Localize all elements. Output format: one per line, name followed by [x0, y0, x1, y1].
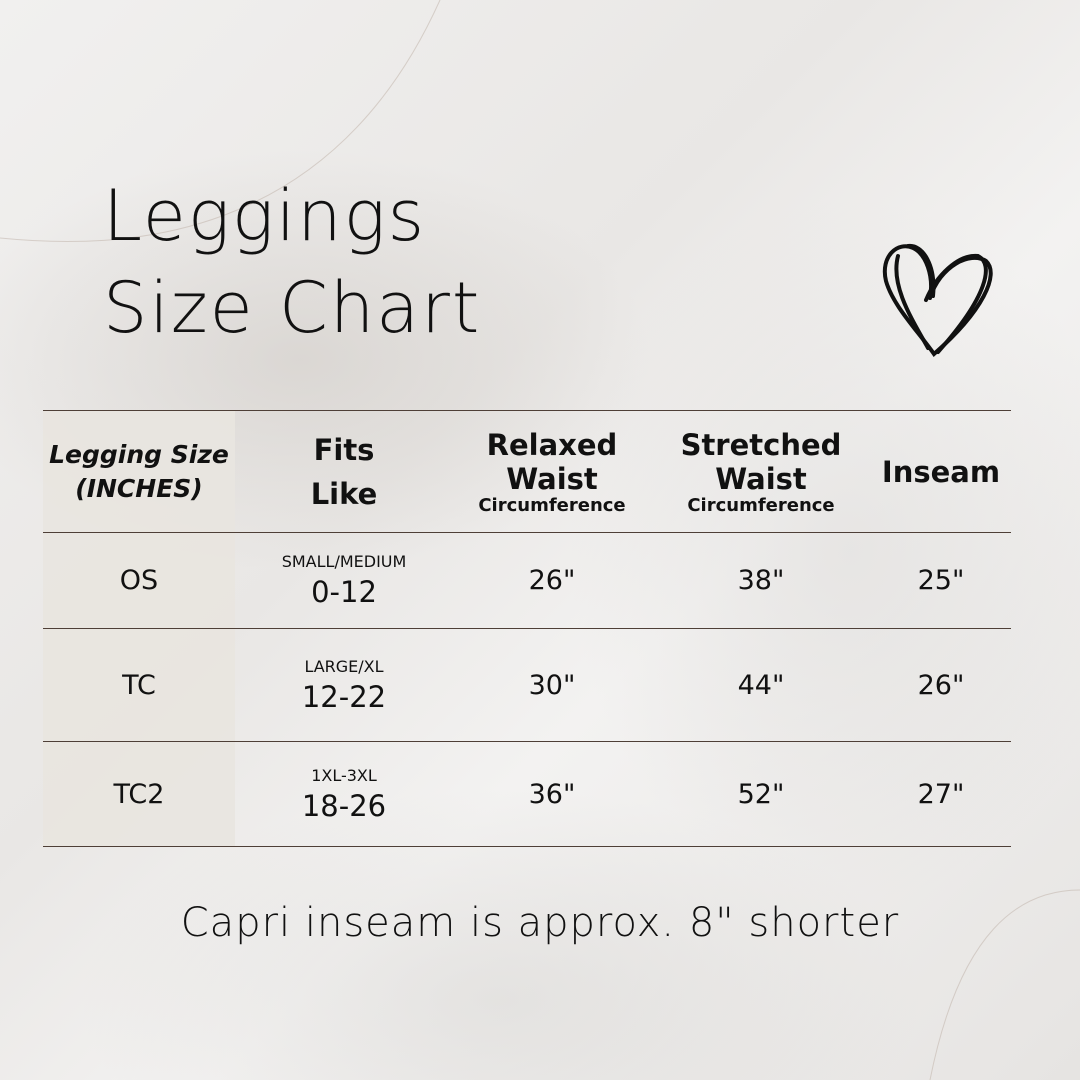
decorative-arc — [929, 889, 1080, 1080]
fits-like-cell: SMALL/MEDIUM 0-12 — [235, 533, 453, 628]
header-text: Fits — [313, 432, 375, 467]
fits-like-cell: LARGE/XL 12-22 — [235, 629, 453, 741]
size-cell: TC — [122, 669, 156, 701]
stretched-cell: 52" — [737, 778, 785, 810]
title-line-2: Size Chart — [103, 267, 482, 349]
fits-range: 12-22 — [301, 679, 387, 714]
inseam-cell: 25" — [917, 565, 965, 596]
table-row: OS SMALL/MEDIUM 0-12 26" 38" 25" — [43, 532, 1011, 628]
fits-like-cell: 1XL-3XL 18-26 — [235, 742, 453, 846]
header-fits-like: Fits Like — [235, 411, 453, 532]
table-row: TC2 1XL-3XL 18-26 36" 52" 27" — [43, 741, 1011, 847]
header-text: Waist — [506, 461, 598, 496]
decorative-arc — [0, 0, 441, 243]
header-stretched-waist: Stretched Waist Circumference — [651, 411, 871, 532]
relaxed-cell: 36" — [528, 778, 576, 810]
table-row: TC LARGE/XL 12-22 30" 44" 26" — [43, 628, 1011, 741]
heart-icon — [882, 243, 993, 357]
capri-note: Capri inseam is approx. 8" shorter — [180, 900, 900, 946]
header-inseam: Inseam — [871, 411, 1011, 532]
page-title: Leggings Size Chart — [103, 170, 481, 354]
table-header-row: Legging Size (INCHES) Fits Like Relaxed … — [43, 410, 1011, 532]
fits-range: 0-12 — [311, 575, 377, 609]
inseam-cell: 26" — [917, 669, 965, 701]
size-chart-table: Legging Size (INCHES) Fits Like Relaxed … — [43, 410, 1011, 847]
header-text: Legging Size — [49, 439, 229, 469]
fits-label: 1XL-3XL — [311, 765, 377, 785]
header-text: Stretched — [680, 427, 842, 462]
stretched-cell: 38" — [737, 565, 785, 596]
header-text: Inseam — [881, 454, 1001, 489]
fits-label: SMALL/MEDIUM — [281, 552, 407, 571]
fits-range: 18-26 — [301, 788, 387, 823]
header-legging-size: Legging Size (INCHES) — [43, 411, 235, 532]
stretched-cell: 44" — [737, 669, 785, 701]
relaxed-cell: 26" — [528, 565, 576, 596]
size-cell: OS — [119, 565, 159, 596]
header-text: (INCHES) — [75, 473, 203, 503]
header-subtext: Circumference — [478, 494, 626, 516]
title-line-1: Leggings — [103, 175, 427, 257]
header-relaxed-waist: Relaxed Waist Circumference — [453, 411, 651, 532]
inseam-cell: 27" — [917, 778, 965, 810]
relaxed-cell: 30" — [528, 669, 576, 701]
header-text: Like — [310, 476, 378, 511]
fits-label: LARGE/XL — [304, 656, 384, 676]
header-subtext: Circumference — [687, 494, 835, 516]
header-text: Relaxed — [486, 427, 618, 462]
size-cell: TC2 — [113, 778, 165, 810]
header-text: Waist — [715, 461, 807, 496]
